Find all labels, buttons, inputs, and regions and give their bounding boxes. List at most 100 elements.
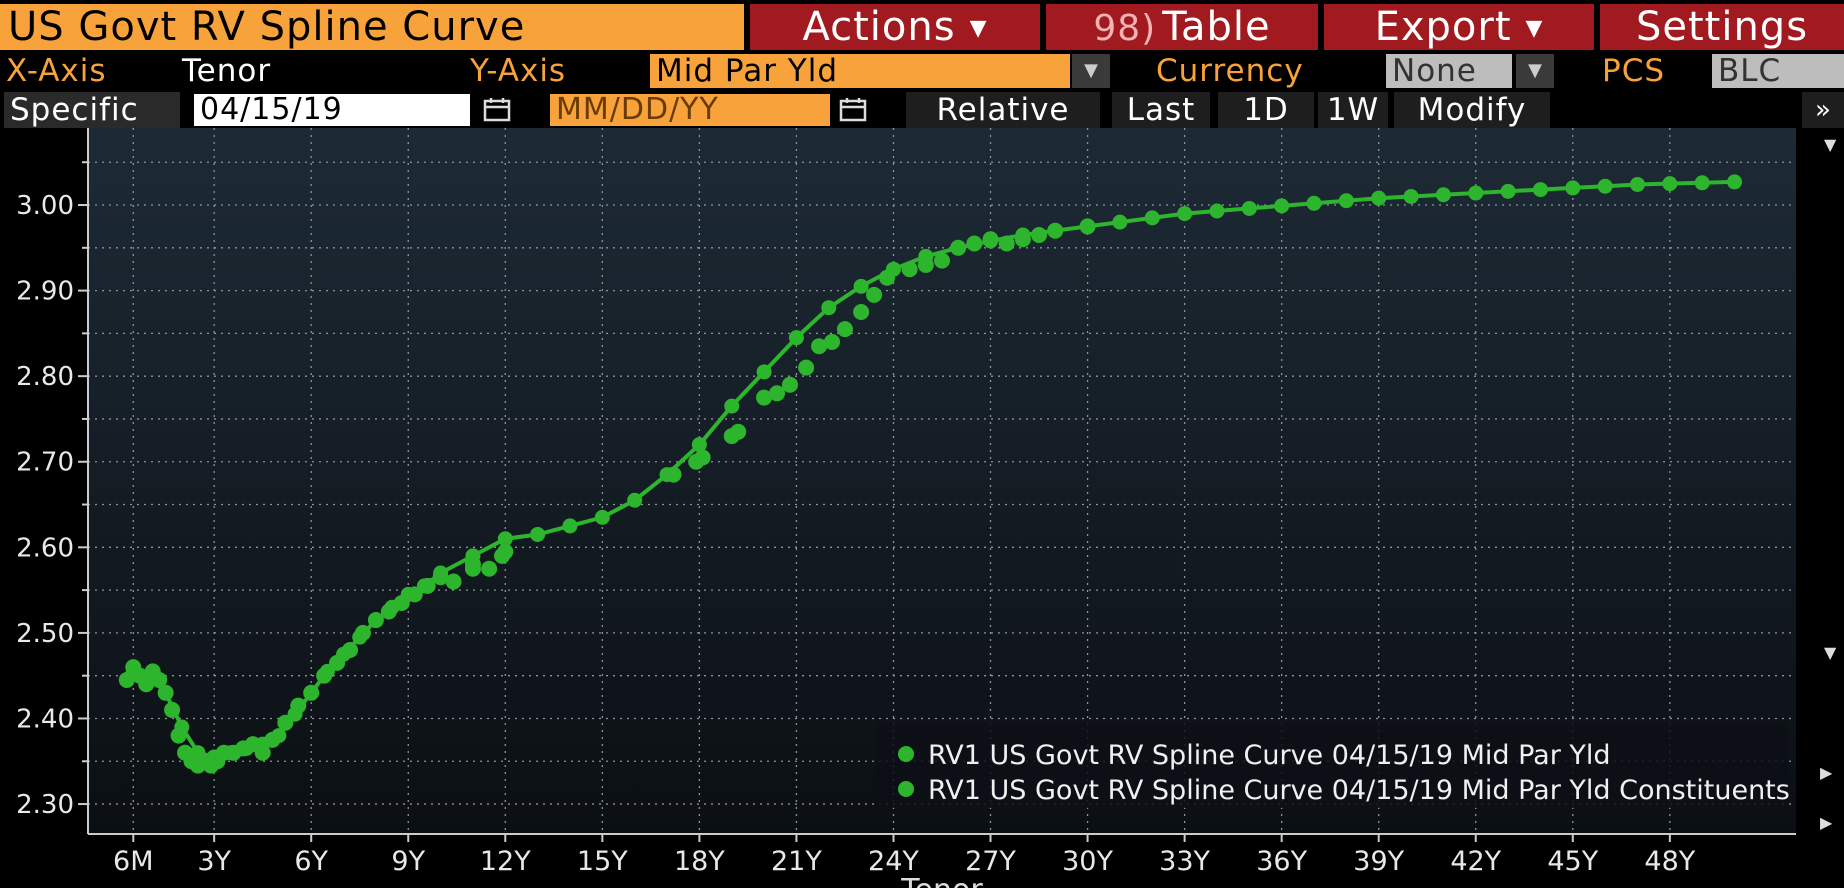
constituent-point [781, 376, 798, 393]
compare-date-input[interactable]: MM/DD/YY [550, 94, 830, 126]
constituent-point [934, 252, 950, 269]
legend-label-spline: RV1 US Govt RV Spline Curve 04/15/19 Mid… [928, 740, 1611, 771]
spline-point [1371, 190, 1387, 206]
xaxis-label: X-Axis [6, 53, 107, 89]
spline-point [821, 300, 837, 316]
table-button[interactable]: 98) Table [1046, 4, 1318, 50]
page-title: US Govt RV Spline Curve [0, 4, 744, 50]
spline-point [1629, 176, 1645, 192]
table-label: Table [1162, 4, 1271, 50]
x-tick-label: 18Y [674, 846, 725, 877]
calendar-icon[interactable] [482, 96, 512, 124]
yaxis-label: Y-Axis [470, 53, 567, 89]
currency-select[interactable]: None [1386, 54, 1512, 88]
spline-point [1435, 187, 1451, 203]
relative-button[interactable]: Relative [906, 92, 1100, 128]
x-tick-label: 6Y [294, 846, 328, 877]
y-tick-label: 2.50 [16, 619, 74, 649]
export-label: Export [1374, 4, 1512, 50]
y-tick-label: 2.80 [16, 362, 74, 392]
constituent-point [879, 269, 896, 286]
spline-point [594, 509, 610, 525]
scroll-down-icon[interactable]: ▼ [1824, 643, 1837, 662]
spline-point [691, 437, 707, 453]
spline-point [1500, 183, 1516, 199]
constituent-point [824, 333, 841, 350]
date-input[interactable]: 04/15/19 [194, 94, 470, 126]
actions-menu-button[interactable]: Actions ▼ [750, 4, 1040, 50]
constituent-point [164, 701, 181, 718]
x-axis-title: Tenor [900, 873, 983, 888]
x-tick-label: 15Y [577, 846, 628, 877]
spline-point [1532, 182, 1548, 198]
constituent-point [1014, 231, 1031, 248]
y-tick-label: 2.70 [16, 448, 74, 478]
constituent-point [966, 235, 983, 252]
x-tick-label: 27Y [965, 846, 1016, 877]
legend-box [876, 722, 1788, 808]
actions-label: Actions [802, 4, 956, 50]
specific-label: Specific [4, 92, 180, 128]
y-tick-label: 2.60 [16, 533, 74, 563]
spline-point [562, 518, 578, 534]
scroll-down-icon[interactable]: ▼ [1824, 135, 1837, 154]
constituent-point [853, 303, 870, 320]
spline-point [1468, 185, 1484, 201]
plot-area [88, 128, 1796, 834]
yaxis-dropdown-icon[interactable]: ▼ [1072, 54, 1110, 88]
constituent-point [730, 423, 747, 440]
x-tick-label: 39Y [1353, 846, 1404, 877]
constituent-point [445, 573, 462, 590]
currency-dropdown-icon[interactable]: ▼ [1516, 54, 1554, 88]
constituent-point [367, 612, 384, 629]
constituent-point [170, 727, 187, 744]
date-row: Specific 04/15/19 MM/DD/YY Relative Last… [0, 90, 1844, 128]
spline-point [1403, 188, 1419, 204]
constituent-point [769, 385, 786, 402]
axis-settings-row: X-Axis Tenor Y-Axis Mid Par Yld ▼ Curren… [0, 52, 1844, 90]
x-tick-label: 12Y [480, 846, 531, 877]
constituent-point [866, 286, 883, 303]
constituent-point [254, 744, 271, 761]
x-tick-label: 30Y [1062, 846, 1113, 877]
calendar-icon[interactable] [838, 96, 868, 124]
settings-button[interactable]: Settings [1600, 4, 1844, 50]
spline-point [1306, 195, 1322, 211]
constituent-point [380, 603, 397, 620]
x-tick-label: 3Y [197, 846, 231, 877]
constituent-point [151, 671, 168, 688]
constituent-point [277, 714, 294, 731]
spline-point [1565, 180, 1581, 196]
yaxis-select[interactable]: Mid Par Yld [650, 54, 1070, 88]
last-button[interactable]: Last [1112, 92, 1210, 128]
constituent-point [157, 684, 174, 701]
spline-point [1662, 176, 1678, 192]
x-tick-label: 48Y [1644, 846, 1695, 877]
scroll-right-icon[interactable]: ▶ [1820, 763, 1833, 782]
chevron-down-icon: ▼ [1525, 16, 1544, 41]
constituent-point [917, 256, 934, 273]
spline-point [1274, 198, 1290, 214]
constituent-point [354, 624, 371, 641]
scroll-right-icon[interactable]: ▶ [1820, 813, 1833, 832]
1d-button[interactable]: 1D [1218, 92, 1314, 128]
spline-point [1209, 203, 1225, 219]
modify-button[interactable]: Modify [1394, 92, 1550, 128]
x-tick-label: 21Y [771, 846, 822, 877]
settings-label: Settings [1635, 4, 1809, 50]
constituent-point [464, 560, 481, 577]
more-options-button[interactable]: » [1802, 92, 1844, 128]
constituent-point [264, 731, 281, 748]
1w-button[interactable]: 1W [1318, 92, 1388, 128]
constituent-point [998, 235, 1015, 252]
constituent-point [1031, 226, 1048, 243]
pcs-field[interactable]: BLC [1712, 54, 1844, 88]
spline-point [1177, 206, 1193, 222]
constituent-point [1079, 218, 1096, 235]
xaxis-value[interactable]: Tenor [182, 53, 272, 89]
x-tick-label: 24Y [868, 846, 919, 877]
x-tick-label: 6M [113, 846, 153, 877]
export-menu-button[interactable]: Export ▼ [1324, 4, 1594, 50]
constituent-point [393, 594, 410, 611]
constituent-point [836, 321, 853, 338]
